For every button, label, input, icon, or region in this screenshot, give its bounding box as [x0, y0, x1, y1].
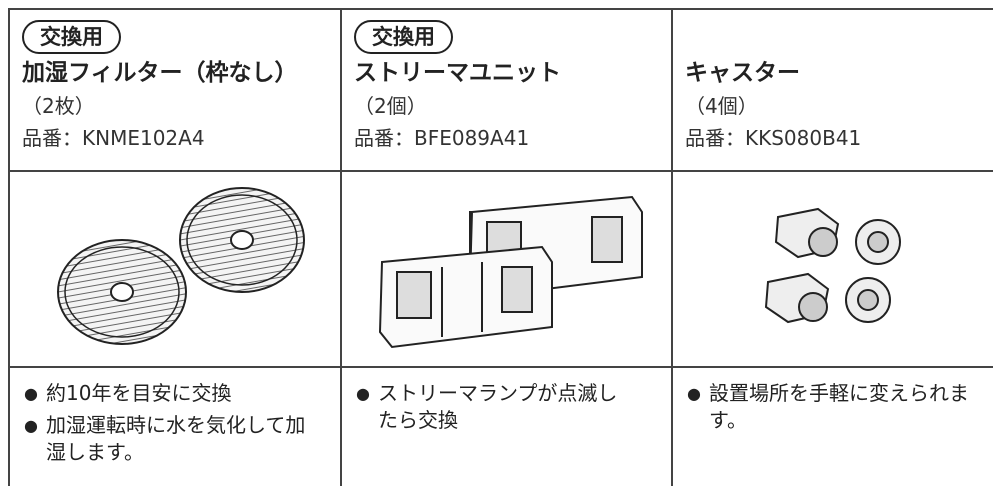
header-cell: キャスター （4個） 品番：KKS080B41	[671, 8, 993, 170]
image-cell	[8, 170, 340, 366]
quantity: （2枚）	[22, 94, 95, 118]
notes-cell: ストリーマランプが点滅したら交換	[340, 366, 671, 486]
part-number: 品番：KNME102A4	[22, 126, 205, 150]
part-name: 加湿フィルター（枠なし）	[22, 60, 298, 86]
note: 約10年を目安に交換	[24, 380, 314, 407]
quantity: （4個）	[685, 94, 758, 118]
part-number: 品番：BFE089A41	[354, 126, 530, 150]
header-cell: 交換用 加湿フィルター（枠なし） （2枚） 品番：KNME102A4	[8, 8, 340, 170]
tag: 交換用	[22, 20, 121, 54]
quantity: （2個）	[354, 94, 427, 118]
image-cell	[671, 170, 993, 366]
note-list: 約10年を目安に交換 加湿運転時に水を気化して加湿します。	[24, 380, 340, 466]
page: 交換用 加湿フィルター（枠なし） （2枚） 品番：KNME102A4 約10年を…	[0, 0, 993, 473]
notes-cell: 設置場所を手軽に変えられます。	[671, 366, 993, 486]
part-name: ストリーマユニット	[354, 60, 561, 86]
note: ストリーマランプが点滅したら交換	[356, 380, 626, 434]
part-number: 品番：KKS080B41	[685, 126, 862, 150]
header-cell: 交換用 ストリーマユニット （2個） 品番：BFE089A41	[340, 8, 671, 170]
streamer-illustration	[378, 195, 643, 349]
note: 加湿運転時に水を気化して加湿します。	[24, 412, 314, 466]
note: 設置場所を手軽に変えられます。	[687, 380, 977, 434]
note-list: ストリーマランプが点滅したら交換	[356, 380, 671, 434]
image-cell	[340, 170, 671, 366]
notes-cell: 約10年を目安に交換 加湿運転時に水を気化して加湿します。	[8, 366, 340, 486]
caster-illustration	[764, 207, 901, 324]
part-name: キャスター	[685, 60, 800, 86]
note-list: 設置場所を手軽に変えられます。	[687, 380, 993, 434]
tag: 交換用	[354, 20, 453, 54]
filter-illustration	[57, 187, 305, 345]
